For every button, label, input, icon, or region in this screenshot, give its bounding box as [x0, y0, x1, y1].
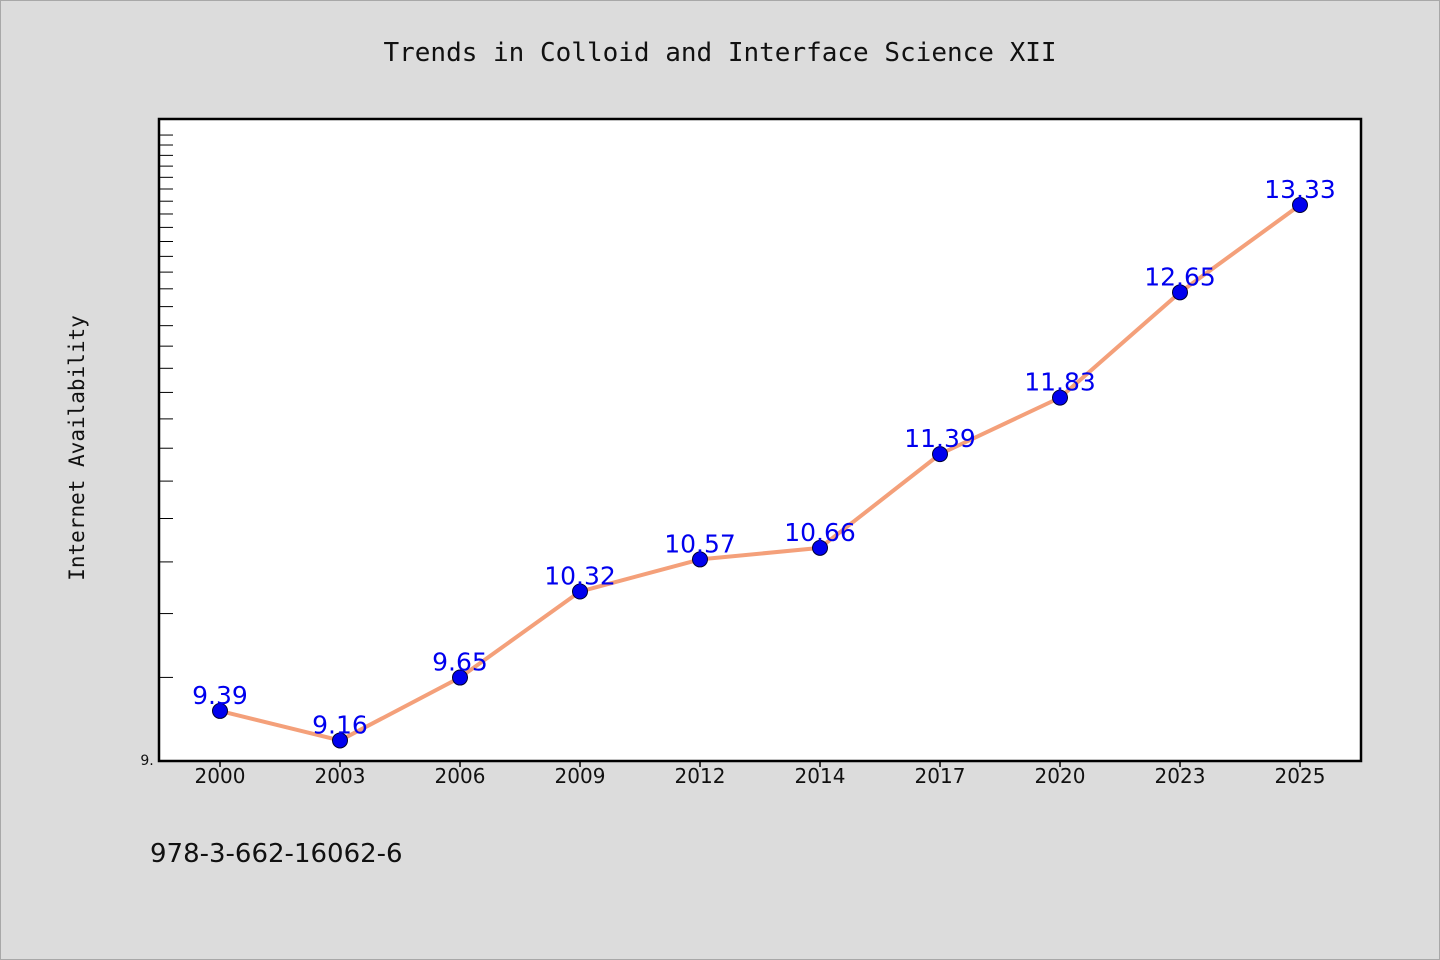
- chart-title: Trends in Colloid and Interface Science …: [383, 38, 1056, 68]
- data-point: [932, 446, 948, 463]
- x-tick-label: 2000: [195, 764, 246, 788]
- data-label: 11.39: [904, 424, 976, 453]
- data-points: [212, 197, 1308, 749]
- data-label: 11.83: [1024, 368, 1096, 397]
- x-tick-label: 2017: [915, 764, 966, 788]
- x-tick-label: 2025: [1275, 764, 1326, 788]
- data-labels: 9.39 9.16 9.65 10.32 10.57 10.66 11.39 11.83 12.…: [192, 175, 1336, 739]
- data-point: [1172, 284, 1188, 301]
- data-point: [212, 702, 228, 719]
- data-point: [452, 669, 468, 686]
- data-point: [692, 551, 708, 568]
- y-tick-label: 9.: [140, 753, 153, 769]
- footer-isbn: 978-3-662-16062-6: [150, 839, 403, 869]
- x-tick-label: 2020: [1035, 764, 1086, 788]
- data-point: [1052, 389, 1068, 406]
- x-axis-ticks: 2000 2003 2006 2009 2012 2014 2017 2020 2023 2025: [195, 761, 1326, 788]
- x-tick-label: 2012: [675, 764, 726, 788]
- x-tick-label: 2009: [555, 764, 606, 788]
- data-label: 9.65: [432, 648, 488, 677]
- data-point: [1292, 197, 1308, 214]
- data-label: 9.39: [192, 681, 248, 710]
- data-point: [572, 583, 588, 600]
- series-line: [218, 203, 1302, 743]
- data-label: 10.32: [544, 562, 616, 591]
- y-minor-ticks: [159, 134, 173, 678]
- data-label: 12.65: [1144, 262, 1216, 291]
- data-label: 10.66: [784, 518, 856, 547]
- x-tick-label: 2014: [795, 764, 846, 788]
- data-label: 10.57: [664, 529, 736, 558]
- data-point: [332, 732, 348, 749]
- x-tick-label: 2023: [1155, 764, 1206, 788]
- y-axis-label: Internet Availability: [65, 315, 89, 581]
- x-tick-label: 2003: [315, 764, 366, 788]
- plot-area: [157, 117, 1363, 763]
- data-label: 9.16: [312, 710, 368, 739]
- data-label: 13.33: [1264, 175, 1336, 204]
- data-point: [812, 539, 828, 556]
- x-tick-label: 2006: [435, 764, 486, 788]
